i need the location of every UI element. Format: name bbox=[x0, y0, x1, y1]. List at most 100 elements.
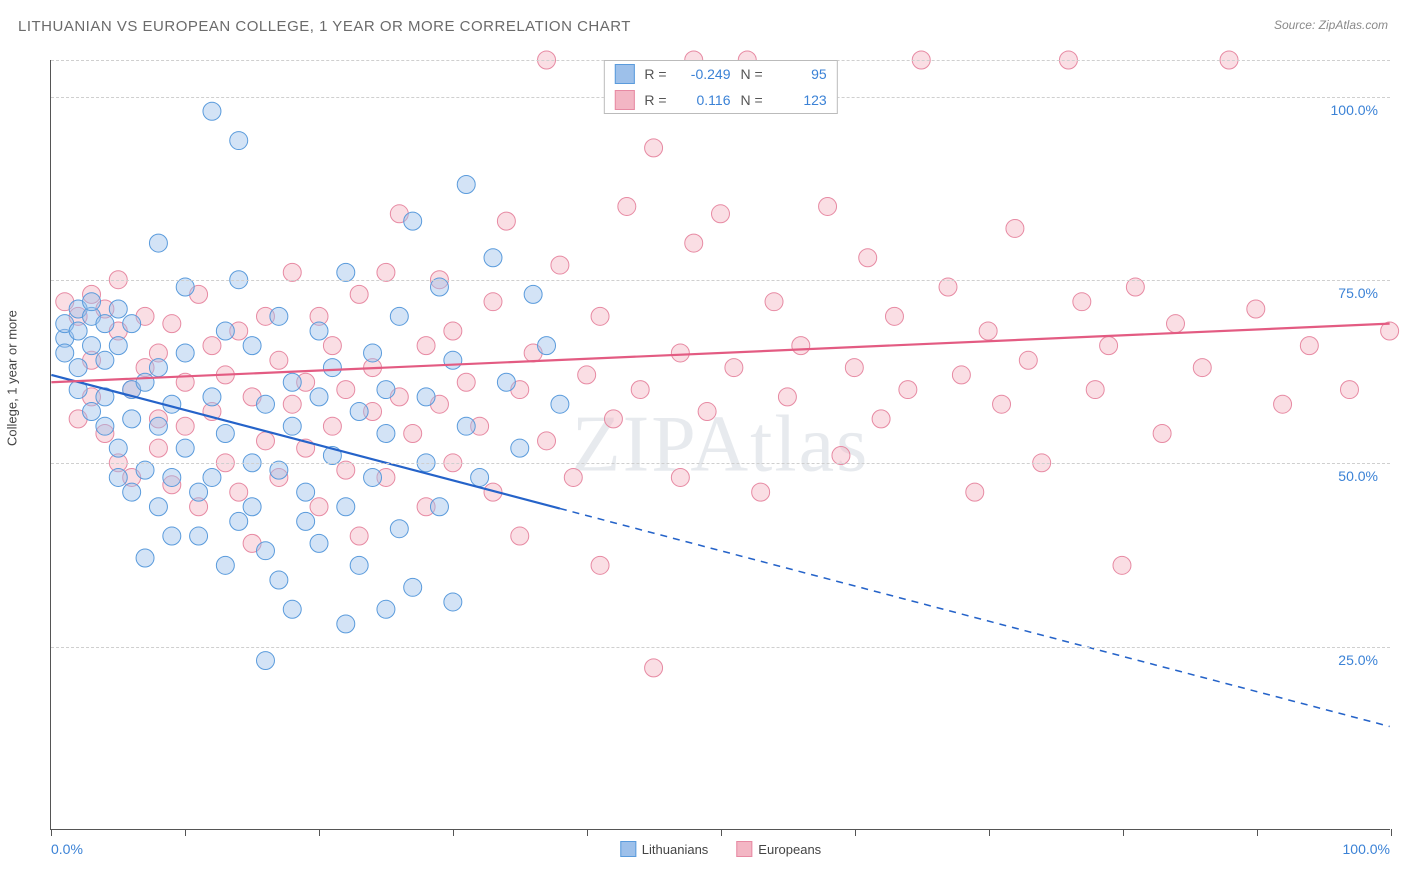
r-label: R = bbox=[644, 92, 666, 108]
data-point bbox=[645, 659, 663, 677]
data-point bbox=[752, 483, 770, 501]
x-tick bbox=[1123, 829, 1124, 836]
data-point bbox=[390, 520, 408, 538]
data-point bbox=[56, 344, 74, 362]
data-point bbox=[230, 512, 248, 530]
data-point bbox=[310, 388, 328, 406]
data-point bbox=[216, 322, 234, 340]
data-point bbox=[377, 425, 395, 443]
data-point bbox=[337, 498, 355, 516]
data-point bbox=[176, 417, 194, 435]
data-point bbox=[310, 322, 328, 340]
data-point bbox=[203, 468, 221, 486]
data-point bbox=[216, 556, 234, 574]
data-point bbox=[283, 263, 301, 281]
data-point bbox=[993, 395, 1011, 413]
r-value-lithuanians: -0.249 bbox=[677, 66, 731, 82]
series-legend: Lithuanians Europeans bbox=[620, 841, 821, 857]
data-point bbox=[417, 337, 435, 355]
data-point bbox=[297, 512, 315, 530]
data-point bbox=[270, 571, 288, 589]
data-point bbox=[511, 439, 529, 457]
data-point bbox=[792, 337, 810, 355]
scatter-plot-svg bbox=[51, 60, 1390, 829]
data-point bbox=[123, 315, 141, 333]
data-point bbox=[765, 293, 783, 311]
data-point bbox=[1100, 337, 1118, 355]
data-point bbox=[618, 197, 636, 215]
data-point bbox=[778, 388, 796, 406]
data-point bbox=[591, 556, 609, 574]
data-point bbox=[163, 527, 181, 545]
data-point bbox=[270, 351, 288, 369]
data-point bbox=[430, 498, 448, 516]
data-point bbox=[109, 337, 127, 355]
plot-area: ZIPAtlas R = -0.249 N = 95 R = 0.116 N =… bbox=[50, 60, 1390, 830]
data-point bbox=[297, 483, 315, 501]
data-point bbox=[337, 381, 355, 399]
data-point bbox=[1073, 293, 1091, 311]
chart-container: LITHUANIAN VS EUROPEAN COLLEGE, 1 YEAR O… bbox=[0, 0, 1406, 892]
legend-label-lithuanians: Lithuanians bbox=[642, 842, 709, 857]
data-point bbox=[96, 315, 114, 333]
data-point bbox=[444, 593, 462, 611]
data-point bbox=[497, 212, 515, 230]
n-label: N = bbox=[741, 92, 763, 108]
data-point bbox=[377, 381, 395, 399]
y-tick-label: 75.0% bbox=[1338, 285, 1378, 301]
x-tick bbox=[1257, 829, 1258, 836]
data-point bbox=[1193, 359, 1211, 377]
data-point bbox=[872, 410, 890, 428]
legend-label-europeans: Europeans bbox=[758, 842, 821, 857]
data-point bbox=[511, 527, 529, 545]
x-tick bbox=[1391, 829, 1392, 836]
data-point bbox=[564, 468, 582, 486]
r-label: R = bbox=[644, 66, 666, 82]
data-point bbox=[725, 359, 743, 377]
data-point bbox=[404, 578, 422, 596]
data-point bbox=[243, 337, 261, 355]
data-point bbox=[1153, 425, 1171, 443]
grid-line bbox=[51, 280, 1390, 281]
legend-item-lithuanians: Lithuanians bbox=[620, 841, 709, 857]
data-point bbox=[257, 432, 275, 450]
data-point bbox=[698, 403, 716, 421]
data-point bbox=[257, 542, 275, 560]
n-value-europeans: 123 bbox=[773, 92, 827, 108]
data-point bbox=[283, 395, 301, 413]
data-point bbox=[230, 483, 248, 501]
data-point bbox=[337, 263, 355, 281]
stats-row-europeans: R = 0.116 N = 123 bbox=[604, 87, 836, 113]
data-point bbox=[83, 403, 101, 421]
y-tick-label: 100.0% bbox=[1331, 102, 1378, 118]
x-tick bbox=[855, 829, 856, 836]
data-point bbox=[671, 344, 689, 362]
data-point bbox=[203, 388, 221, 406]
data-point bbox=[350, 285, 368, 303]
data-point bbox=[136, 549, 154, 567]
data-point bbox=[350, 527, 368, 545]
data-point bbox=[243, 498, 261, 516]
x-end-label: 100.0% bbox=[1343, 841, 1390, 857]
data-point bbox=[96, 417, 114, 435]
data-point bbox=[551, 395, 569, 413]
data-point bbox=[176, 344, 194, 362]
chart-title: LITHUANIAN VS EUROPEAN COLLEGE, 1 YEAR O… bbox=[18, 18, 631, 35]
data-point bbox=[69, 359, 87, 377]
data-point bbox=[551, 256, 569, 274]
data-point bbox=[377, 600, 395, 618]
data-point bbox=[69, 322, 87, 340]
source-label: Source: ZipAtlas.com bbox=[1274, 18, 1388, 32]
data-point bbox=[257, 652, 275, 670]
data-point bbox=[404, 425, 422, 443]
x-tick bbox=[319, 829, 320, 836]
data-point bbox=[845, 359, 863, 377]
x-tick bbox=[185, 829, 186, 836]
data-point bbox=[457, 373, 475, 391]
data-point bbox=[323, 417, 341, 435]
data-point bbox=[979, 322, 997, 340]
data-point bbox=[149, 234, 167, 252]
data-point bbox=[457, 417, 475, 435]
legend-item-europeans: Europeans bbox=[736, 841, 821, 857]
data-point bbox=[952, 366, 970, 384]
